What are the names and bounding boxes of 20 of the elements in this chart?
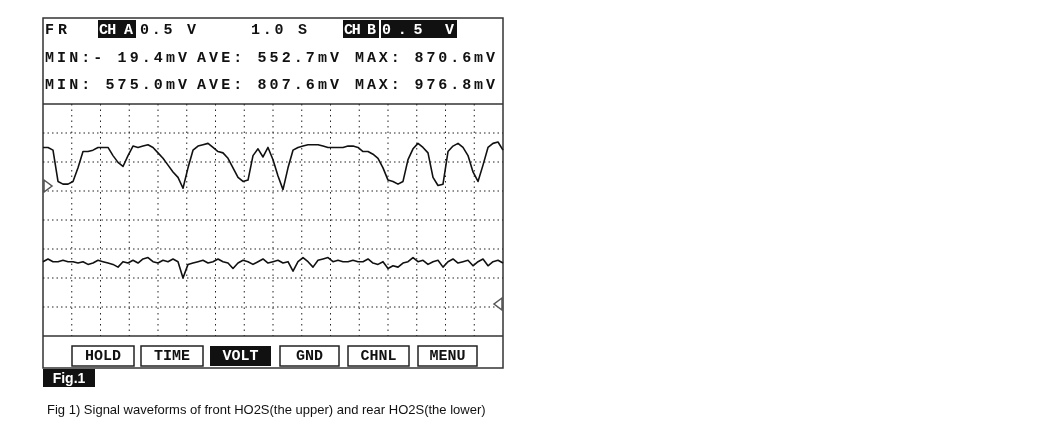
text: 0.5 V xyxy=(382,22,454,39)
text: GND xyxy=(295,348,324,365)
text: MAX: 870.6mV xyxy=(355,50,495,67)
text: AVE: 807.6mV xyxy=(197,77,339,94)
text: 1.0 S xyxy=(251,22,307,39)
text: CHNL xyxy=(360,348,397,365)
text: VOLT xyxy=(222,348,259,365)
text: CH B xyxy=(344,22,376,39)
text: HOLD xyxy=(84,348,122,365)
caption: Fig.1 xyxy=(52,370,86,386)
text: CH A xyxy=(99,22,133,39)
text: TIME xyxy=(153,348,191,365)
text: MAX: 976.8mV xyxy=(355,77,495,94)
text: FR xyxy=(45,22,67,39)
text: Fig 1) Signal waveforms of front HO2S(the upper) and rear HO2S(the lower) xyxy=(47,402,486,417)
text: AVE: 552.7mV xyxy=(197,50,339,67)
text: 0.5 V xyxy=(140,22,196,39)
text: MIN: 575.0mV xyxy=(45,77,187,94)
text: MENU xyxy=(429,348,466,365)
text: MIN:- 19.4mV xyxy=(45,50,187,67)
